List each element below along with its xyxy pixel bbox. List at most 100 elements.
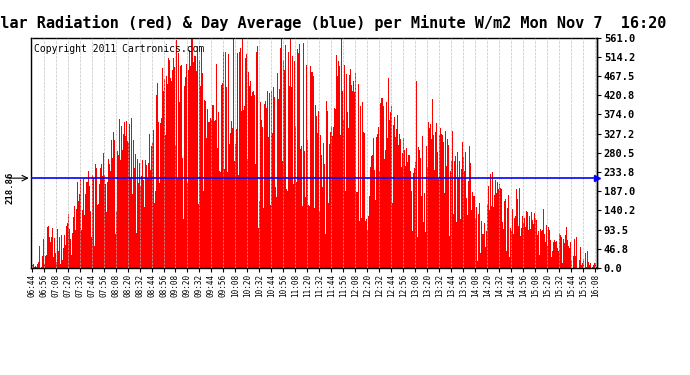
Bar xyxy=(538,231,539,268)
Bar xyxy=(268,136,269,268)
Bar xyxy=(213,105,214,268)
Bar xyxy=(211,120,212,268)
Bar xyxy=(47,227,48,268)
Bar xyxy=(509,257,510,268)
Bar xyxy=(481,221,482,268)
Bar xyxy=(81,230,82,268)
Bar xyxy=(498,189,499,268)
Bar xyxy=(539,255,540,268)
Bar xyxy=(224,169,225,268)
Bar xyxy=(515,216,516,268)
Bar xyxy=(31,267,32,268)
Bar xyxy=(49,237,50,268)
Bar xyxy=(567,240,568,268)
Bar xyxy=(238,175,239,268)
Bar xyxy=(214,121,215,268)
Bar xyxy=(553,242,554,268)
Bar xyxy=(73,217,74,268)
Bar xyxy=(208,122,209,268)
Bar xyxy=(146,165,147,268)
Bar xyxy=(421,196,422,268)
Bar xyxy=(569,248,570,268)
Bar xyxy=(331,126,332,268)
Bar xyxy=(528,230,529,268)
Bar xyxy=(101,164,102,268)
Bar xyxy=(387,138,388,268)
Bar xyxy=(144,207,145,268)
Bar xyxy=(89,186,90,268)
Bar xyxy=(165,135,166,268)
Bar xyxy=(367,230,368,268)
Bar xyxy=(381,99,382,268)
Bar xyxy=(316,116,317,268)
Bar xyxy=(59,237,60,268)
Text: Copyright 2011 Cartronics.com: Copyright 2011 Cartronics.com xyxy=(34,44,204,54)
Bar xyxy=(586,267,587,268)
Bar xyxy=(529,216,530,268)
Bar xyxy=(317,133,318,268)
Bar xyxy=(301,146,302,268)
Bar xyxy=(229,144,230,268)
Bar xyxy=(241,111,242,268)
Bar xyxy=(285,45,286,268)
Bar xyxy=(306,65,307,268)
Bar xyxy=(76,209,77,268)
Bar xyxy=(120,160,121,268)
Bar xyxy=(510,228,511,268)
Bar xyxy=(311,72,312,268)
Text: 218.86: 218.86 xyxy=(6,171,15,204)
Bar xyxy=(364,133,365,268)
Bar xyxy=(508,195,509,268)
Bar xyxy=(275,188,276,268)
Bar xyxy=(124,122,125,268)
Bar xyxy=(561,237,562,268)
Bar xyxy=(419,150,420,268)
Bar xyxy=(46,255,47,268)
Bar xyxy=(216,64,217,268)
Bar xyxy=(560,235,561,268)
Bar xyxy=(360,106,361,268)
Bar xyxy=(565,235,566,268)
Bar xyxy=(472,192,473,268)
Bar xyxy=(312,72,313,268)
Bar xyxy=(441,134,442,268)
Bar xyxy=(44,264,45,268)
Bar xyxy=(330,132,331,268)
Bar xyxy=(527,212,528,268)
Bar xyxy=(107,182,108,268)
Bar xyxy=(147,178,148,268)
Bar xyxy=(582,262,583,268)
Bar xyxy=(135,154,136,268)
Bar xyxy=(349,75,350,268)
Bar xyxy=(500,189,501,268)
Bar xyxy=(350,69,351,268)
Bar xyxy=(398,146,399,268)
Bar xyxy=(82,210,83,268)
Bar xyxy=(195,56,196,268)
Bar xyxy=(320,135,321,268)
Bar xyxy=(222,82,223,268)
Bar xyxy=(327,111,328,268)
Bar xyxy=(483,234,484,268)
Bar xyxy=(93,178,94,268)
Bar xyxy=(260,102,261,268)
Bar xyxy=(286,189,287,268)
Bar xyxy=(446,166,447,268)
Bar xyxy=(68,214,69,268)
Bar xyxy=(172,70,173,268)
Bar xyxy=(429,128,430,268)
Bar xyxy=(426,146,427,268)
Bar xyxy=(433,135,434,268)
Bar xyxy=(88,171,89,268)
Bar xyxy=(507,208,508,268)
Bar xyxy=(274,97,275,268)
Bar xyxy=(53,257,54,268)
Bar xyxy=(226,87,227,268)
Bar xyxy=(461,169,462,268)
Bar xyxy=(164,79,165,268)
Bar xyxy=(428,123,429,268)
Bar xyxy=(326,101,327,268)
Bar xyxy=(296,182,297,268)
Bar xyxy=(476,207,477,268)
Bar xyxy=(174,67,175,268)
